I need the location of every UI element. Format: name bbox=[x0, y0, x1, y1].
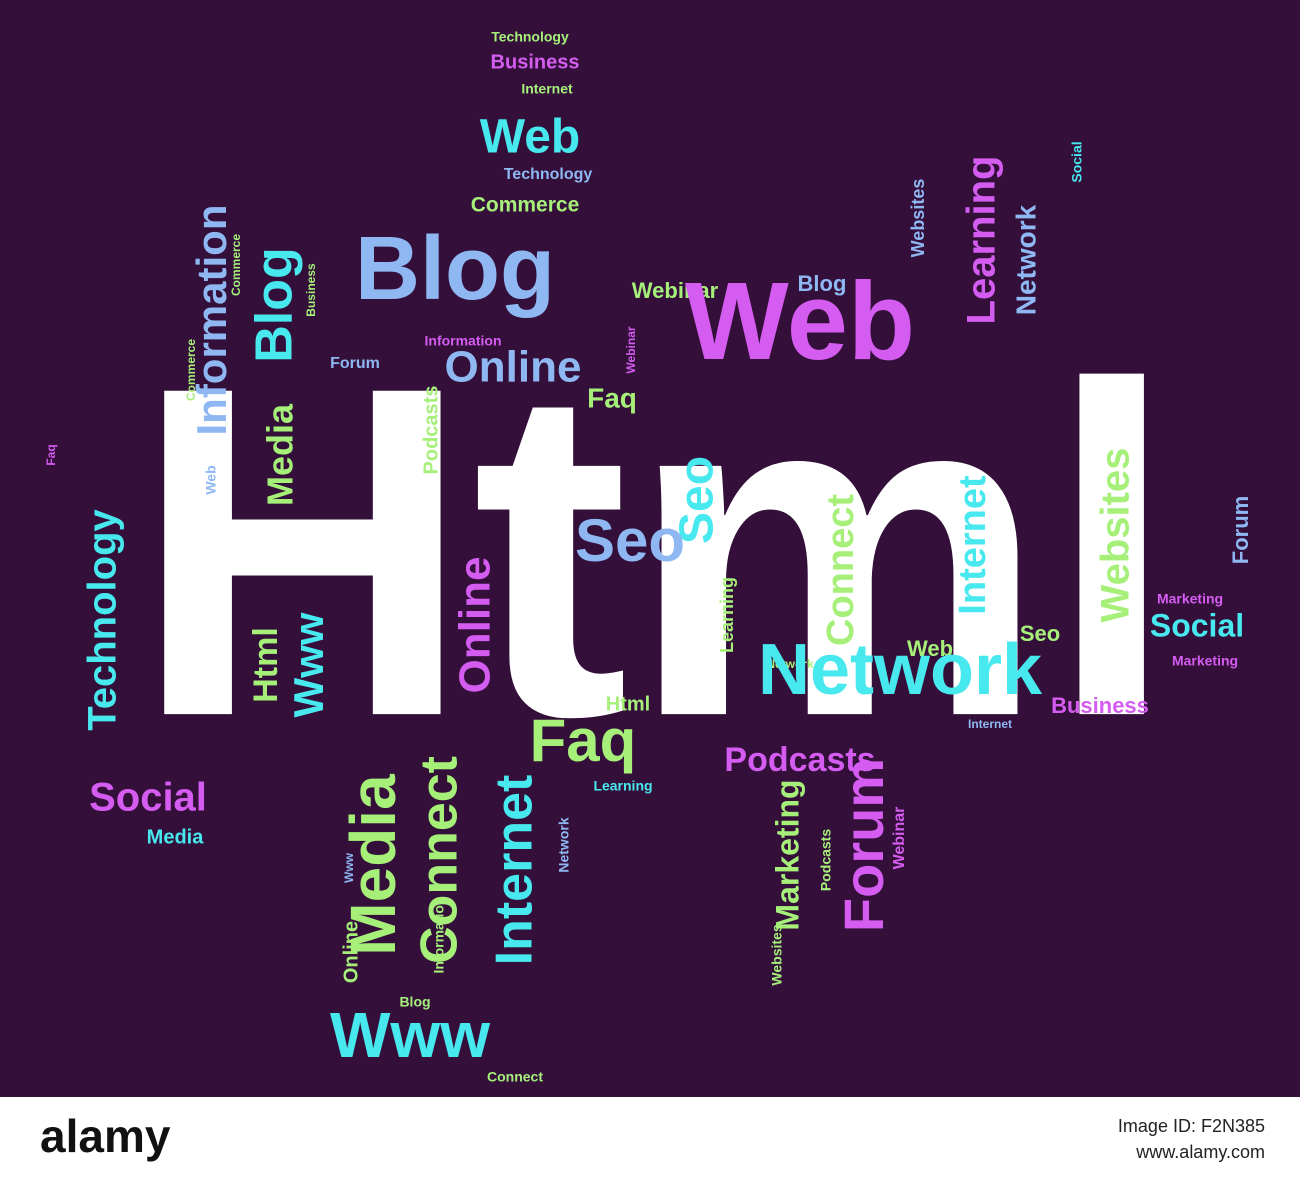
cloud-word: Www bbox=[330, 999, 490, 1071]
cloud-word: Network bbox=[758, 630, 1043, 710]
image-id: Image ID: F2N385 bbox=[1118, 1116, 1265, 1136]
cloud-word: Podcasts bbox=[420, 386, 442, 475]
cloud-word: Webinar bbox=[891, 807, 908, 870]
cloud-word: Commerce bbox=[229, 234, 243, 296]
cloud-word: Internet bbox=[952, 475, 994, 615]
cloud-word: Webinar bbox=[624, 326, 638, 373]
main-word: Html bbox=[133, 289, 1177, 814]
cloud-word: Commerce bbox=[184, 339, 198, 401]
cloud-word: Information bbox=[188, 205, 235, 436]
cloud-word: Network bbox=[556, 817, 572, 872]
cloud-word: Blog bbox=[355, 219, 555, 319]
cloud-word: Internet bbox=[486, 775, 544, 966]
cloud-word: Learning bbox=[717, 577, 737, 653]
cloud-word: Media bbox=[337, 774, 409, 956]
cloud-word: Network bbox=[766, 657, 814, 671]
cloud-word: Faq bbox=[587, 382, 637, 413]
cloud-word: Connect bbox=[820, 494, 862, 646]
cloud-word: Podcasts bbox=[724, 741, 875, 779]
cloud-word: Websites bbox=[769, 924, 785, 985]
cloud-word: Technology bbox=[504, 166, 593, 183]
cloud-word: Seo bbox=[1020, 621, 1060, 646]
cloud-word: Business bbox=[304, 263, 318, 317]
cloud-word: Web bbox=[685, 260, 915, 383]
cloud-word: Internet bbox=[968, 717, 1012, 731]
cloud-word: Marketing bbox=[769, 779, 805, 930]
cloud-word: Web bbox=[203, 465, 219, 494]
cloud-word: Seo bbox=[671, 456, 724, 544]
cloud-word: Online bbox=[340, 921, 362, 983]
cloud-word: Marketing bbox=[1172, 653, 1238, 669]
cloud-word: Faq bbox=[530, 707, 637, 774]
cloud-word: Learning bbox=[593, 778, 652, 794]
word-cloud: Html Technology Business Internet Web Technol… bbox=[44, 29, 1253, 1085]
cloud-word: Business bbox=[1051, 693, 1149, 718]
cloud-word: Html bbox=[247, 627, 285, 703]
cloud-word: Blog bbox=[399, 994, 430, 1010]
background bbox=[0, 0, 1300, 1097]
cloud-word: Learning bbox=[960, 156, 1004, 325]
cloud-word: Connect bbox=[411, 756, 469, 964]
cloud-word: Social bbox=[89, 776, 207, 820]
cloud-word: Blog bbox=[246, 247, 304, 363]
site-url: www.alamy.com bbox=[1135, 1142, 1265, 1162]
cloud-word: Www bbox=[285, 612, 332, 717]
cloud-word: Media bbox=[260, 403, 301, 506]
cloud-word: Forum bbox=[1228, 496, 1253, 564]
cloud-word: Online bbox=[451, 557, 500, 694]
cloud-word: Network bbox=[1010, 204, 1041, 315]
cloud-word: Blog bbox=[798, 271, 847, 296]
cloud-word: Social bbox=[1150, 607, 1244, 643]
cloud-word: Business bbox=[491, 51, 580, 73]
cloud-word: Web bbox=[480, 111, 580, 164]
cloud-word: Faq bbox=[44, 444, 58, 465]
cloud-word: Media bbox=[147, 826, 205, 848]
cloud-word: Social bbox=[1069, 141, 1085, 182]
cloud-word: Forum bbox=[832, 758, 895, 932]
cloud-word: Information bbox=[425, 333, 502, 349]
cloud-word: Technology bbox=[81, 509, 125, 731]
cloud-word: Marketing bbox=[1157, 591, 1223, 607]
cloud-word: Connect bbox=[487, 1069, 543, 1085]
cloud-word: Commerce bbox=[471, 194, 580, 217]
cloud-word: Html bbox=[606, 693, 650, 715]
cloud-word: Podcasts bbox=[818, 829, 834, 891]
cloud-word: Websites bbox=[908, 179, 928, 258]
cloud-word: Internet bbox=[521, 81, 573, 97]
footer-logo: alamy bbox=[40, 1110, 171, 1162]
cloud-word: Online bbox=[445, 343, 582, 392]
cloud-word: Web bbox=[907, 636, 953, 661]
cloud-word: Webinar bbox=[632, 278, 719, 303]
cloud-word: Information bbox=[431, 897, 447, 974]
cloud-word: Seo bbox=[575, 507, 685, 574]
cloud-word: Www bbox=[342, 852, 356, 883]
cloud-word: Websites bbox=[1094, 448, 1138, 623]
cloud-word: Forum bbox=[330, 355, 380, 372]
cloud-word: Technology bbox=[491, 29, 569, 45]
